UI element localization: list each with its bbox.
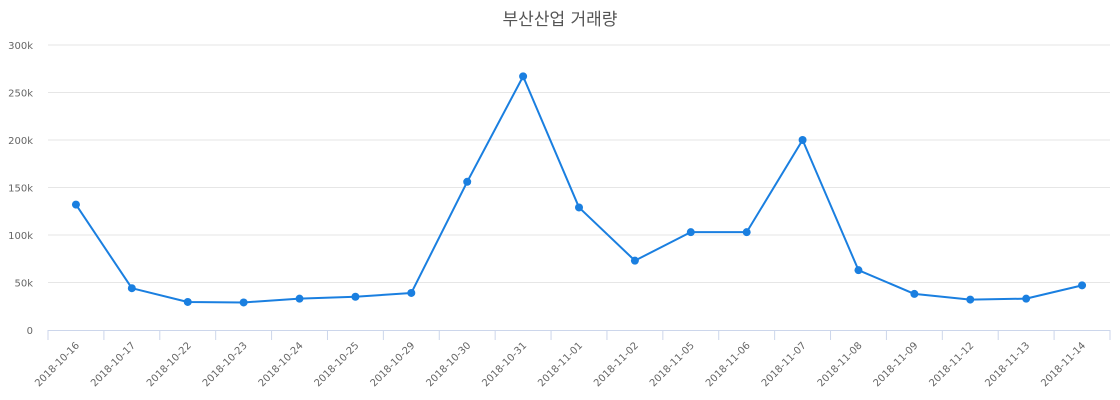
data-point-marker[interactable] <box>295 294 304 303</box>
y-tick-label: 200k <box>8 136 33 147</box>
y-tick-label: 250k <box>8 89 33 100</box>
x-tick-label: 2018-10-23 <box>201 340 250 389</box>
y-axis: 0 50k 100k 150k 200k 250k 300k <box>8 41 33 337</box>
x-tick-label: 2018-10-29 <box>369 340 418 389</box>
x-tick-label: 2018-11-13 <box>983 340 1032 389</box>
x-tick-label: 2018-10-16 <box>33 340 82 389</box>
data-point-marker[interactable] <box>630 256 639 265</box>
y-tick-label: 300k <box>8 41 33 52</box>
x-tick-label: 2018-10-31 <box>480 340 529 389</box>
data-point-marker[interactable] <box>127 284 136 293</box>
data-point-marker[interactable] <box>742 228 751 237</box>
series-line <box>71 72 1087 307</box>
data-point-marker[interactable] <box>854 266 863 275</box>
data-point-marker[interactable] <box>407 288 416 297</box>
data-point-marker[interactable] <box>71 200 80 209</box>
data-point-marker[interactable] <box>575 203 583 212</box>
chart-title: 부산산업 거래량 <box>502 10 618 30</box>
data-point-marker[interactable] <box>798 136 807 144</box>
data-point-marker[interactable] <box>239 298 248 307</box>
x-tick-label: 2018-11-12 <box>928 340 977 389</box>
x-tick-label: 2018-10-30 <box>424 340 473 389</box>
data-point-marker[interactable] <box>966 295 975 304</box>
series-path <box>75 75 1083 304</box>
data-point-marker[interactable] <box>463 177 472 186</box>
y-tick-label: 0 <box>27 326 33 337</box>
x-tick-label: 2018-11-14 <box>1039 340 1088 389</box>
x-tick-label: 2018-10-24 <box>257 340 306 389</box>
data-point-marker[interactable] <box>1022 294 1031 303</box>
data-point-marker[interactable] <box>519 72 528 81</box>
gridlines <box>48 44 1110 283</box>
x-tick-label: 2018-11-05 <box>648 340 697 389</box>
x-tick-label: 2018-10-17 <box>89 340 138 389</box>
data-point-marker[interactable] <box>910 289 919 298</box>
data-point-marker[interactable] <box>1078 281 1087 290</box>
y-tick-label: 50k <box>14 279 33 290</box>
y-tick-label: 100k <box>8 231 33 242</box>
data-point-marker[interactable] <box>351 292 360 301</box>
x-tick-label: 2018-11-07 <box>760 340 809 389</box>
x-tick-label: 2018-10-22 <box>145 340 194 389</box>
x-tick-label: 2018-11-01 <box>536 340 585 389</box>
y-tick-label: 150k <box>8 184 33 195</box>
x-axis: 2018-10-16 2018-10-17 2018-10-22 2018-10-23… <box>33 330 1111 389</box>
data-point-marker[interactable] <box>686 228 695 237</box>
x-tick-label: 2018-11-08 <box>816 340 865 389</box>
x-tick-label: 2018-11-06 <box>704 340 753 389</box>
data-point-marker[interactable] <box>183 297 192 306</box>
x-tick-label: 2018-11-02 <box>592 340 641 389</box>
x-tick-label: 2018-10-25 <box>313 340 362 389</box>
x-tick-label: 2018-11-09 <box>872 340 921 389</box>
